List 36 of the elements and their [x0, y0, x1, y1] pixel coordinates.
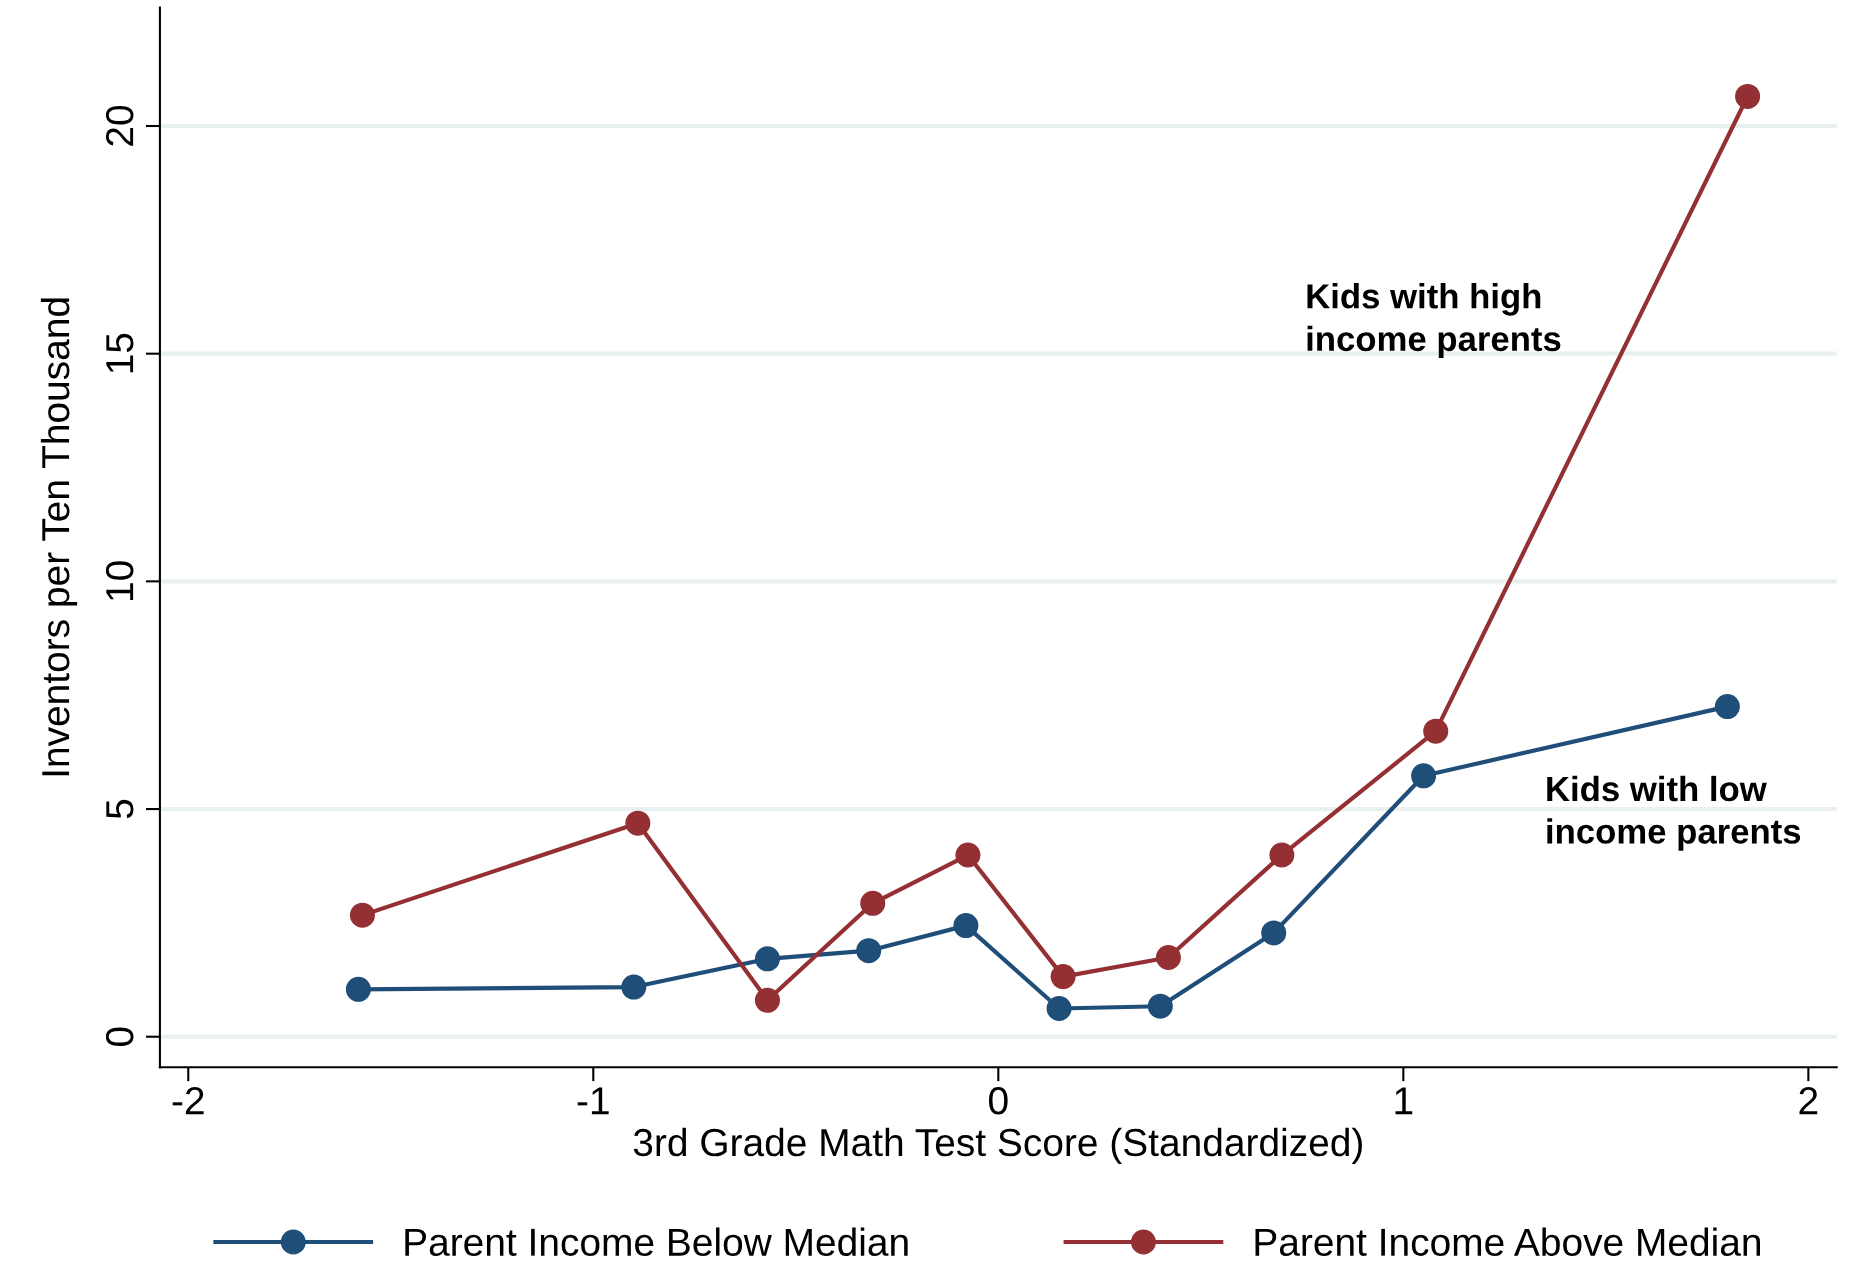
point: [349, 902, 375, 928]
point: [856, 938, 882, 964]
x-tick-label: 0: [989, 1087, 1008, 1115]
legend-label: Parent Income Above Median: [1255, 1227, 1760, 1257]
point: [1050, 964, 1076, 990]
point: [625, 810, 651, 836]
annotation: Kids with high income parents: [1307, 283, 1561, 359]
point: [860, 890, 886, 916]
y-tick-label: 0: [105, 1027, 134, 1047]
point: [1735, 83, 1761, 109]
point: [953, 913, 979, 939]
point: [1423, 718, 1449, 744]
y-tick-label: 15: [106, 333, 134, 373]
y-tick-label: 5: [106, 799, 134, 819]
point: [345, 976, 371, 1002]
point: [1046, 995, 1072, 1021]
annotation: Kids with low income parents: [1547, 775, 1801, 851]
y-axis-title: Inventors per Ten Thousand: [40, 298, 78, 776]
x-tick-label: 2: [1799, 1087, 1818, 1115]
point: [955, 842, 981, 868]
x-axis-title: 3rd Grade Math Test Score (Standardized): [633, 1127, 1362, 1165]
point: [1155, 944, 1181, 970]
point: [1261, 920, 1287, 946]
y-tick-label: 20: [105, 105, 134, 146]
point: [1411, 763, 1437, 789]
x-tick-label: -1: [577, 1087, 609, 1115]
point: [754, 946, 780, 972]
point: [1147, 993, 1173, 1019]
x-tick-label: -2: [172, 1087, 204, 1115]
point: [621, 974, 647, 1000]
point: [754, 987, 780, 1013]
y-tick-label: 10: [105, 561, 134, 601]
point: [1269, 842, 1295, 868]
point: [1714, 694, 1740, 720]
legend-label: Parent Income Below Median: [405, 1227, 908, 1257]
x-tick-label: 1: [1395, 1087, 1413, 1115]
